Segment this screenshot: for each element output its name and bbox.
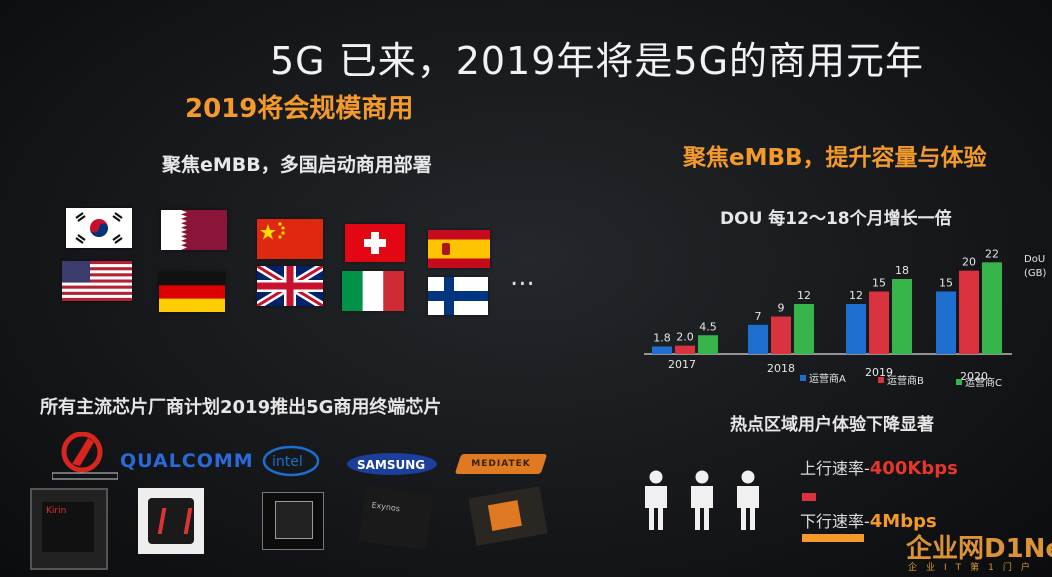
intel-logo: intel (262, 444, 320, 478)
bar-2020-2 (959, 270, 979, 354)
value-label: 20 (962, 256, 976, 269)
downlink-value: 4Mbps (869, 511, 937, 532)
qualcomm-chip-image (138, 488, 204, 554)
bar-2017-3 (698, 335, 718, 354)
bar-2019-2 (869, 291, 889, 354)
value-label: 15 (872, 277, 886, 290)
italy-flag-icon (342, 271, 404, 311)
value-label: 18 (895, 264, 909, 277)
y-axis-unit: (GB) (1024, 268, 1047, 279)
y-axis-label: DoU (1024, 254, 1045, 265)
mediatek-logo: MEDIATEK (454, 454, 548, 474)
spain-flag-icon (428, 230, 490, 268)
exynos-label: Exynos (370, 500, 401, 514)
watermark-subtitle: 企业IT第1门户 (908, 563, 1039, 573)
qualcomm-logo: QUALCOMM (120, 450, 254, 472)
hisilicon-chip-image: Kirin (30, 488, 108, 570)
switzerland-flag-icon (345, 224, 405, 262)
downlink-bar (802, 534, 864, 542)
user-person-icon (732, 470, 764, 536)
chart-title: DOU 每12～18个月增长一倍 (720, 209, 952, 229)
right-heading: 聚焦eMBB，提升容量与体验 (683, 145, 987, 171)
intel-chip-image (262, 492, 324, 550)
samsung-chip-image: Exynos (358, 485, 434, 551)
svg-text:SAMSUNG: SAMSUNG (357, 458, 425, 472)
svg-text:intel: intel (272, 454, 303, 470)
legend-swatch (878, 377, 884, 383)
user-person-icon (640, 470, 672, 536)
watermark-logo: 企业网D1Net (906, 534, 1052, 564)
dou-bar-chart: 1.8 2.0 4.5 2017 7 9 12 2018 12 15 18 2019 15 20 22 202… (644, 247, 1047, 389)
value-label: 7 (755, 310, 762, 323)
value-label: 12 (797, 289, 811, 302)
germany-flag-icon (159, 272, 225, 312)
korea-flag-icon (66, 208, 132, 248)
downlink-speed: 下行速率-4Mbps (800, 508, 937, 532)
x-tick-label: 2017 (668, 358, 696, 371)
x-tick-label: 2019 (865, 366, 893, 379)
bar-2018-1 (748, 324, 768, 354)
x-tick-label: 2020 (960, 370, 988, 383)
kirin-label: Kirin (42, 502, 94, 552)
uplink-speed: 上行速率-400Kbps (800, 455, 958, 479)
bar-2019-1 (846, 304, 866, 354)
legend-label: 运营商B (887, 374, 924, 387)
value-label: 1.8 (653, 332, 671, 345)
left-heading: 2019将会规模商用 (185, 94, 414, 124)
china-flag-icon (257, 219, 323, 259)
value-label: 2.0 (676, 331, 694, 344)
bar-2017-1 (652, 346, 672, 354)
qatar-flag-icon (161, 210, 227, 250)
legend-swatch (800, 375, 806, 381)
x-tick-label: 2018 (767, 362, 795, 375)
legend-swatch (956, 379, 962, 385)
bar-2019-3 (892, 279, 912, 354)
legend-label: 运营商C (965, 376, 1002, 389)
finland-flag-icon (428, 277, 488, 315)
hisilicon-logo (51, 431, 119, 480)
uplink-label: 上行速率- (800, 459, 870, 478)
uplink-bar (802, 493, 816, 501)
bar-2018-2 (771, 316, 791, 354)
chips-heading: 所有主流芯片厂商计划2019推出5G商用终端芯片 (40, 397, 442, 418)
legend-label: 运营商A (809, 372, 846, 385)
uplink-value: 400Kbps (869, 458, 958, 479)
left-focus-text: 聚焦eMBB，多国启动商用部署 (162, 154, 432, 176)
samsung-logo: SAMSUNG (346, 452, 438, 476)
usa-flag-icon (62, 261, 132, 301)
bar-2020-1 (936, 291, 956, 354)
downlink-label: 下行速率- (800, 512, 870, 531)
more-countries-ellipsis: ... (510, 262, 535, 292)
uk-flag-icon (257, 266, 323, 306)
user-person-icon (686, 470, 718, 536)
value-label: 15 (939, 277, 953, 290)
bar-2018-3 (794, 304, 814, 354)
bar-2017-2 (675, 345, 695, 354)
mediatek-chip-image (468, 486, 548, 546)
bar-2020-3 (982, 262, 1002, 354)
hotspot-heading: 热点区域用户体验下降显著 (730, 415, 934, 435)
slide-title: 5G 已来，2019年将是5G的商用元年 (270, 39, 925, 83)
value-label: 4.5 (699, 320, 717, 333)
value-label: 12 (849, 289, 863, 302)
value-label: 9 (778, 302, 785, 315)
value-label: 22 (985, 247, 999, 260)
